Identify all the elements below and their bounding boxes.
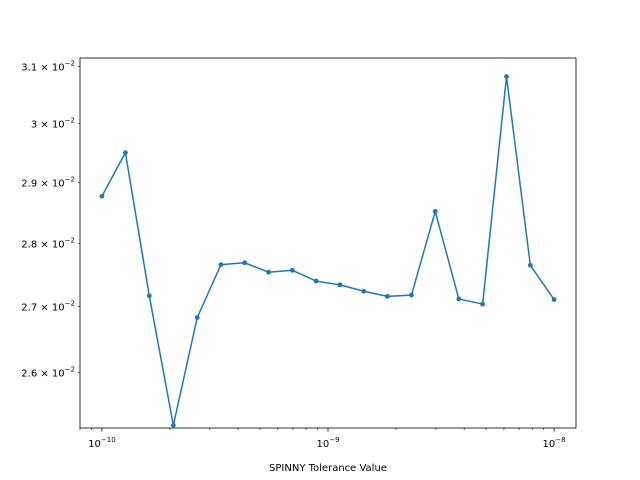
data-point — [409, 292, 414, 298]
data-point — [218, 262, 224, 268]
data-point — [99, 193, 105, 199]
y-tick-label: 3.1 × 10−2 — [21, 59, 75, 73]
data-point — [527, 262, 533, 268]
plot-frame — [79, 57, 577, 429]
data-point — [289, 267, 295, 273]
data-point — [337, 282, 343, 288]
x-tick-label: 10−8 — [543, 436, 566, 450]
y-tick-label: 2.7 × 10−2 — [21, 300, 75, 314]
y-tick-label: 2.8 × 10−2 — [21, 236, 75, 250]
y-tick-label: 2.6 × 10−2 — [21, 365, 75, 379]
x-axis-label: SPINNY Tolerance Value — [269, 463, 387, 474]
data-point — [361, 288, 367, 294]
series-layer — [99, 74, 557, 428]
data-point — [480, 301, 486, 307]
data-point — [504, 74, 509, 79]
data-point — [384, 293, 390, 299]
data-point — [242, 260, 248, 266]
data-point — [170, 422, 176, 428]
y-tick-label: 3 × 10−2 — [31, 116, 75, 130]
data-point — [313, 278, 319, 284]
data-point — [551, 297, 557, 302]
x-tick-label: 10−10 — [88, 436, 116, 450]
y-axis-ticks: 2.6 × 10−2 2.7 × 10−2 2.8 × 10−2 2.9 × 10−2… — [21, 59, 80, 379]
x-tick-label: 10−9 — [316, 436, 339, 450]
data-point — [146, 293, 152, 299]
x-axis-ticks: 10−10 10−9 10−8 — [79, 428, 566, 450]
data-point — [432, 208, 438, 214]
data-point — [194, 315, 200, 321]
data-point — [122, 150, 128, 156]
y-tick-label: 2.9 × 10−2 — [21, 175, 75, 189]
series-line — [101, 75, 555, 426]
data-point — [266, 269, 271, 275]
data-point — [456, 296, 462, 302]
plot-area — [80, 58, 576, 428]
